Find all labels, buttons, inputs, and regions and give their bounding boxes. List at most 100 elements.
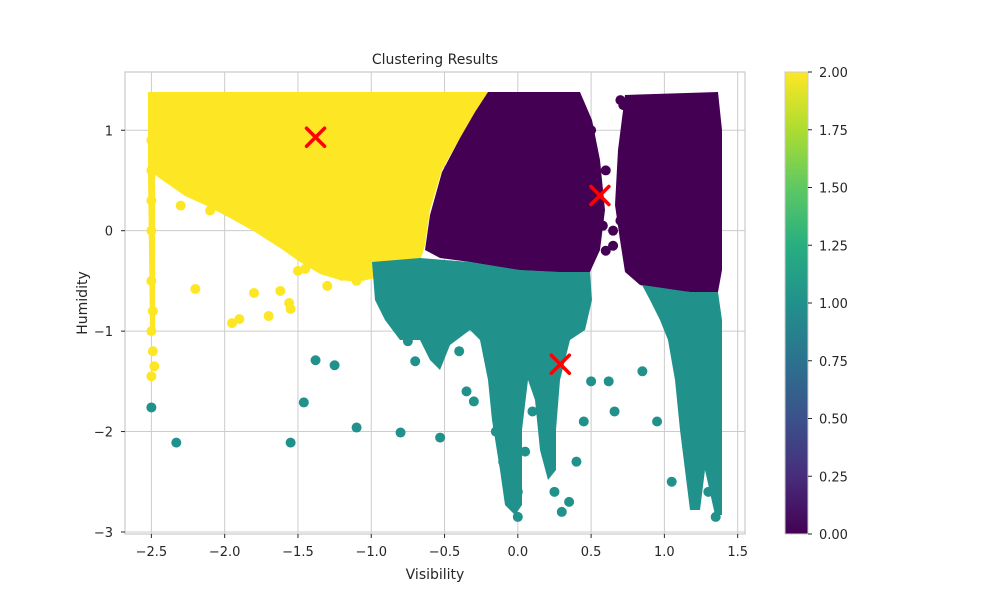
data-point-cluster-0	[644, 275, 655, 286]
data-point-cluster-1	[578, 416, 589, 427]
colorbar-tick-label: 1.25	[819, 239, 848, 254]
data-point-cluster-0	[600, 245, 611, 256]
colorbar	[784, 71, 809, 535]
centroid-marker	[304, 126, 327, 149]
centroid-marker	[589, 184, 611, 207]
x-tick-label: −0.5	[429, 545, 461, 560]
data-point-cluster-1	[696, 426, 707, 437]
data-point-cluster-1	[435, 432, 446, 443]
x-axis-ticks: −2.5 −2.0 −1.5 −1.0 −0.5 0.0 0.5 1.0 1.5	[136, 534, 748, 560]
data-point-cluster-2	[147, 306, 158, 317]
data-point-cluster-1	[688, 456, 699, 467]
cluster-0-region-right	[615, 92, 722, 292]
scatter-points	[146, 95, 721, 522]
data-point-cluster-1	[351, 422, 362, 433]
data-point-cluster-2	[285, 304, 296, 315]
data-point-cluster-2	[146, 195, 157, 206]
data-point-cluster-0	[586, 125, 597, 136]
plot-frame	[124, 71, 746, 535]
data-point-cluster-2	[322, 185, 333, 196]
data-point-cluster-2	[146, 371, 157, 382]
x-axis-label: Visibility	[406, 567, 465, 583]
data-point-cluster-2	[146, 135, 157, 146]
y-tick-label: −2	[94, 426, 113, 441]
data-point-cluster-1	[285, 437, 296, 448]
colorbar-ticks: 0.00 0.25 0.50 0.75 1.00 1.25 1.50 1.75 2.00	[808, 66, 848, 543]
cluster-1-region	[372, 258, 592, 515]
x-tick-label: 1.0	[654, 545, 675, 560]
data-point-cluster-1	[512, 511, 523, 522]
colorbar-tick-label: 0.75	[819, 355, 848, 370]
data-point-cluster-1	[571, 456, 582, 467]
data-point-cluster-0	[578, 190, 589, 201]
data-point-cluster-1	[637, 366, 648, 377]
data-point-cluster-0	[637, 265, 648, 276]
data-point-cluster-2	[307, 255, 318, 266]
x-tick-label: −1.5	[282, 545, 314, 560]
y-tick-label: −1	[94, 325, 113, 340]
data-point-cluster-2	[300, 263, 311, 274]
data-point-cluster-2	[190, 283, 201, 294]
data-point-cluster-2	[410, 215, 421, 226]
data-point-cluster-1	[512, 486, 523, 497]
data-point-cluster-2	[146, 275, 157, 286]
x-tick-label: 1.5	[727, 545, 748, 560]
data-point-cluster-2	[380, 245, 391, 256]
data-point-cluster-1	[586, 376, 597, 387]
data-point-cluster-2	[322, 280, 333, 291]
data-point-cluster-1	[556, 506, 567, 517]
x-tick-label: −1.0	[355, 545, 387, 560]
data-point-cluster-1	[310, 355, 321, 366]
data-point-cluster-1	[454, 346, 465, 357]
data-point-cluster-1	[666, 476, 677, 487]
x-tick-label: 0.5	[581, 545, 602, 560]
data-point-cluster-0	[608, 225, 619, 236]
chart-title: Clustering Results	[372, 52, 498, 68]
data-point-cluster-1	[171, 437, 182, 448]
data-point-cluster-1	[609, 406, 620, 417]
centroid-marker	[549, 353, 572, 376]
cluster-1-region-right	[642, 285, 722, 515]
data-point-cluster-1	[329, 360, 340, 371]
data-point-cluster-2	[395, 230, 406, 241]
data-point-cluster-1	[603, 376, 614, 387]
data-point-cluster-2	[146, 165, 157, 176]
data-point-cluster-1	[542, 436, 553, 447]
data-point-cluster-0	[618, 100, 629, 111]
data-point-cluster-1	[652, 416, 663, 427]
data-point-cluster-2	[329, 250, 340, 261]
data-point-cluster-2	[146, 326, 157, 337]
data-point-cluster-2	[146, 225, 157, 236]
data-point-cluster-2	[149, 361, 160, 372]
data-point-cluster-2	[336, 270, 347, 281]
cluster-0-region	[425, 92, 605, 272]
data-point-cluster-1	[146, 402, 157, 413]
colorbar-tick-label: 0.00	[819, 528, 848, 543]
data-point-cluster-1	[710, 511, 721, 522]
data-point-cluster-1	[461, 386, 472, 397]
data-point-cluster-0	[593, 205, 604, 216]
data-point-cluster-0	[586, 145, 597, 156]
data-point-cluster-1	[298, 397, 309, 408]
data-point-cluster-2	[278, 225, 289, 236]
data-point-cluster-1	[564, 496, 575, 507]
data-point-cluster-2	[205, 205, 216, 216]
data-point-cluster-1	[395, 427, 406, 438]
y-tick-label: −3	[94, 526, 113, 541]
data-point-cluster-2	[234, 314, 245, 325]
data-point-cluster-2	[147, 346, 158, 357]
colorbar-tick-label: 0.50	[819, 413, 848, 428]
colorbar-tick-label: 0.25	[819, 470, 848, 485]
data-point-cluster-1	[542, 346, 553, 357]
data-point-cluster-2	[248, 287, 259, 298]
data-point-cluster-1	[402, 336, 413, 347]
centroids	[304, 126, 611, 376]
data-point-cluster-2	[358, 255, 369, 266]
x-tick-label: −2.0	[209, 545, 241, 560]
data-point-cluster-1	[549, 486, 560, 497]
data-point-cluster-1	[505, 366, 516, 377]
data-point-cluster-0	[674, 265, 685, 276]
colorbar-tick-label: 1.00	[819, 297, 848, 312]
